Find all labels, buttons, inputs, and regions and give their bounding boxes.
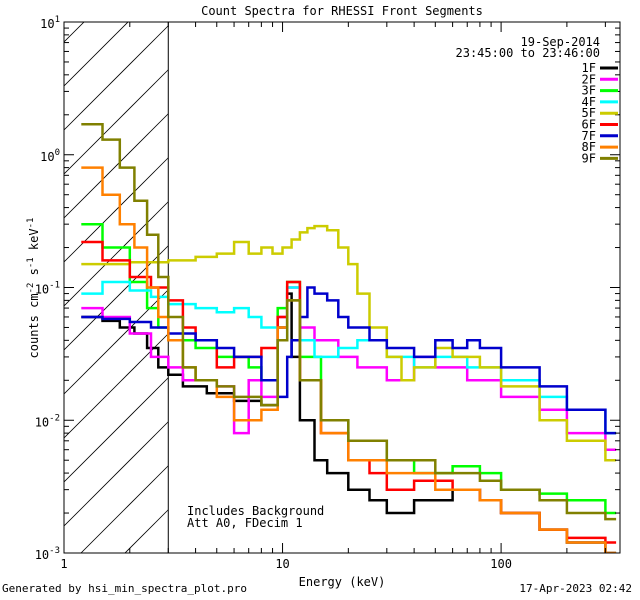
footer-timestamp: 17-Apr-2023 02:42: [519, 582, 632, 595]
axes: 1 10 100 101 100 10-1 10-2 10-3: [35, 15, 620, 571]
hatch-line: [64, 25, 169, 131]
hatch-line: [64, 69, 169, 175]
time-range-label: 23:45:00 to 23:46:00: [456, 46, 601, 60]
series-line-6F: [81, 240, 617, 544]
y-tick-label: 10-2: [35, 413, 60, 429]
footer-generated-by: Generated by hsi_min_spectra_plot.pro: [2, 582, 248, 595]
y-label-mid: s: [27, 268, 41, 282]
hatch-line: [64, 377, 169, 483]
series-line-5F: [81, 224, 617, 462]
hatch-line: [64, 333, 169, 439]
annotation-background: Includes Background: [187, 504, 324, 518]
hatch-line: [64, 22, 85, 43]
chart-title: Count Spectra for RHESSI Front Segments: [201, 4, 483, 18]
legend-label-7F: 7F: [582, 129, 596, 143]
y-tick-label: 101: [40, 15, 60, 31]
y-label-tail: keV: [27, 228, 41, 257]
x-tick-label: 10: [275, 557, 289, 571]
x-tick-label: 100: [490, 557, 512, 571]
hatch-line: [64, 421, 169, 527]
annotation-attenuator: Att A0, FDecim 1: [187, 516, 303, 530]
series-line-8F: [81, 166, 617, 553]
hatch-line: [64, 22, 129, 87]
y-label-main: counts cm: [27, 293, 41, 358]
y-label-sup-3: -1: [26, 218, 36, 229]
x-axis-label: Energy (keV): [299, 575, 386, 589]
legend-label-5F: 5F: [582, 106, 596, 120]
x-tick-label: 1: [60, 557, 67, 571]
y-tick-label: 100: [40, 148, 60, 164]
hatch-line: [124, 509, 169, 553]
series-line-7F: [81, 286, 617, 435]
y-label-sup-2: -1: [26, 257, 36, 268]
hatch-line: [64, 289, 169, 395]
legend-label-2F: 2F: [582, 72, 596, 86]
y-axis-label: counts cm-2 s-1 keV-1: [26, 218, 41, 359]
legend-label-4F: 4F: [582, 95, 596, 109]
hatch-line: [64, 113, 169, 219]
legend-label-3F: 3F: [582, 84, 596, 98]
legend-label-6F: 6F: [582, 118, 596, 132]
date-label: 19-Sep-2014: [521, 35, 600, 49]
legend-label-1F: 1F: [582, 61, 596, 75]
series-lines: [81, 122, 617, 553]
legend-label-8F: 8F: [582, 140, 596, 154]
hatch-line: [64, 201, 169, 307]
hatched-region: [64, 22, 169, 553]
y-tick-label: 10-1: [35, 281, 60, 297]
legend-label-9F: 9F: [582, 151, 596, 165]
hatch-line: [80, 465, 169, 553]
y-label-sup-1: -2: [26, 283, 36, 294]
series-line-9F: [81, 122, 617, 521]
y-tick-label: 10-3: [35, 546, 60, 562]
hatch-line: [64, 157, 169, 263]
